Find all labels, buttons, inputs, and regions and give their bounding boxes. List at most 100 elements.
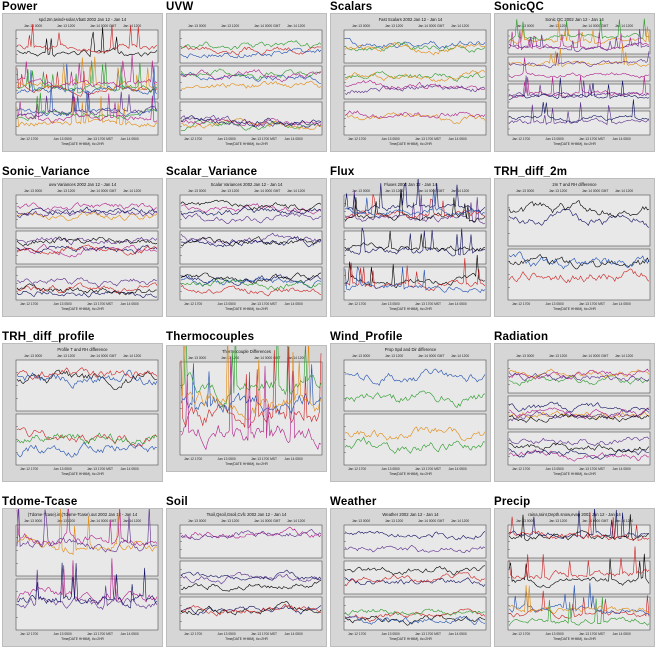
- bottom-time-tick-label: Jan 14 0500: [449, 302, 467, 306]
- plot-figure: 2m T and RH difference Jan 13 0000 Jan 13 …: [507, 182, 651, 311]
- plot-figure: Thermocouple Differences Jan 13 0000 Jan 1…: [179, 346, 323, 466]
- bottom-time-tick-label: Jan 13 0500: [218, 632, 236, 636]
- plot-thumbnail[interactable]: Tsoil,Qsoil,Gsoil,Cvfc 2002 Jan 12 - Jan…: [166, 508, 327, 647]
- x-axis-caption: Time(DATE HHMM), tic=2HR: [389, 637, 432, 641]
- plot-subtitle: Thermocouple Differences: [222, 349, 271, 354]
- plot-thumbnail[interactable]: 2m T and RH difference Jan 13 0000 Jan 13 …: [494, 178, 655, 317]
- plot-subtitle: 2m T and RH difference: [552, 182, 597, 187]
- plot-thumbnail[interactable]: raina,rainr,Depth.snow,evap 2002 Jan 12 …: [494, 508, 655, 647]
- data-trace: [16, 283, 157, 296]
- panel-flux: Flux Fluxes 2002 Jan 12 - Jan 14 Jan 13 00…: [328, 165, 492, 330]
- top-time-tick-label: Jan 14 1200: [451, 189, 469, 193]
- top-time-tick-label: Jan 13 1200: [57, 519, 75, 523]
- top-time-tick-label: Jan 13 1200: [385, 24, 403, 28]
- plot-subtitle: uvw Variances 2002 Jan 12 - Jan 14: [49, 182, 117, 187]
- data-trace: [16, 562, 158, 609]
- x-axis-caption: Time(DATE HHMM), tic=2HR: [389, 142, 432, 146]
- data-trace: [16, 210, 158, 221]
- top-time-tick-label: Jan 13 1200: [549, 519, 567, 523]
- x-axis-caption: Time(DATE HHMM), tic=2HR: [389, 307, 432, 311]
- subplot-frame: [15, 230, 159, 265]
- plot-thumbnail[interactable]: Fast Scalars 2002 Jan 12 - Jan 14 Jan 13 …: [330, 13, 491, 152]
- panel-precip: Precip raina,rainr,Depth.snow,evap 2002 J…: [492, 495, 656, 660]
- top-time-tick-label: Jan 14 1200: [287, 519, 305, 523]
- subplot-frame: [179, 230, 323, 265]
- data-trace: [344, 436, 486, 454]
- subplot-frame: [507, 524, 651, 559]
- panel-title: Scalars: [330, 1, 373, 13]
- top-time-tick-label: Jan 13 0000: [516, 354, 534, 358]
- subplot-frame: [179, 361, 323, 456]
- data-trace: [16, 509, 158, 553]
- bottom-time-tick-label: Jan 14 0500: [121, 137, 139, 141]
- data-trace: [508, 514, 650, 542]
- data-trace: [508, 75, 650, 99]
- panel-wind-profile: Wind_Profile Prop Spd and Dir difference J…: [328, 330, 492, 495]
- x-axis-caption: Time(DATE HHMM), tic=2HR: [61, 472, 104, 476]
- plot-thumbnail[interactable]: Jan 13 0000 Jan 13 1200 Jan 14 0000 GMT Jan…: [166, 13, 327, 152]
- top-time-tick-label: Jan 14 0000 GMT: [582, 189, 608, 193]
- top-time-tick-label: Jan 14 1200: [451, 24, 469, 28]
- plot-subtitle: Fast Scalars 2002 Jan 12 - Jan 14: [379, 17, 443, 22]
- x-axis-caption: Time(DATE HHMM), tic=2HR: [553, 637, 596, 641]
- top-time-tick-label: Jan 13 1200: [385, 189, 403, 193]
- data-trace: [508, 251, 650, 270]
- data-trace: [16, 369, 158, 390]
- data-trace: [508, 597, 650, 626]
- data-trace: [508, 553, 650, 589]
- data-trace: [344, 227, 486, 257]
- data-trace: [180, 40, 322, 51]
- data-trace: [344, 266, 486, 293]
- plot-thumbnail[interactable]: Weather 2002 Jan 12 - Jan 14 Jan 13 0000 J…: [330, 508, 491, 647]
- top-time-tick-label: Jan 14 0000 GMT: [254, 519, 280, 523]
- panel-tdome-tcase: Tdome-Tcase (Tdome-Tcase).in,(Tdome-Tcase…: [0, 495, 164, 660]
- plot-thumbnail[interactable]: uvw Variances 2002 Jan 12 - Jan 14 Jan 13…: [2, 178, 163, 317]
- data-trace: [16, 282, 158, 294]
- plot-subtitle: Profile T and RH difference: [57, 347, 108, 352]
- top-time-tick-label: Jan 14 0000 GMT: [582, 354, 608, 358]
- data-trace: [508, 512, 650, 542]
- plot-thumbnail[interactable]: spd.2m,twind+solar,Vbatt 2002 Jan 12 - J…: [2, 13, 163, 152]
- top-time-tick-label: Jan 13 0000: [24, 519, 42, 523]
- data-trace: [180, 569, 322, 581]
- bottom-time-tick-label: Jan 12 1700: [348, 302, 366, 306]
- top-time-tick-label: Jan 14 0000 GMT: [90, 24, 116, 28]
- data-trace: [16, 91, 158, 118]
- data-trace: [16, 60, 158, 94]
- panel-power: Power spd.2m,twind+solar,Vbatt 2002 Jan 1…: [0, 0, 164, 165]
- bottom-time-tick-label: Jan 14 0500: [285, 137, 303, 141]
- bottom-time-tick-label: Jan 13 0500: [54, 302, 72, 306]
- panel-title: Precip: [494, 496, 531, 508]
- data-trace: [16, 84, 158, 117]
- plot-thumbnail[interactable]: Prop Spd and Dir difference Jan 13 0000 Ja…: [330, 343, 491, 482]
- plot-thumbnail[interactable]: Scalar Variances 2002 Jan 12 - Jan 14 Jan…: [166, 178, 327, 317]
- bottom-time-tick-label: Jan 14 0500: [285, 457, 303, 461]
- top-time-tick-label: Jan 13 0000: [24, 24, 42, 28]
- plot-thumbnail[interactable]: Sonic QC 2002 Jan 12 - Jan 14 Jan 13 0000…: [494, 13, 655, 152]
- bottom-time-tick-label: Jan 13 0500: [54, 632, 72, 636]
- bottom-time-tick-label: Jan 13 0500: [54, 467, 72, 471]
- plot-thumbnail[interactable]: (Tdome-Tcase).in,(Tdome-Tcase).out 2002 …: [2, 508, 163, 647]
- plot-thumbnail[interactable]: Fluxes 2002 Jan 12 - Jan 14 Jan 13 0000 Ja…: [330, 178, 491, 317]
- data-trace: [508, 585, 650, 615]
- data-trace: [344, 257, 486, 292]
- plot-thumbnail[interactable]: Jan 13 0000 Jan 13 1200 Jan 14 0000 GMT Jan…: [494, 343, 655, 482]
- data-trace: [344, 390, 486, 408]
- top-time-tick-label: Jan 14 1200: [451, 354, 469, 358]
- top-time-tick-label: Jan 14 0000 GMT: [418, 354, 444, 358]
- top-time-tick-label: Jan 14 0000 GMT: [90, 189, 116, 193]
- panel-title: TRH_diff_2m: [494, 166, 568, 178]
- top-time-tick-label: Jan 14 0000 GMT: [90, 354, 116, 358]
- x-axis-caption: Time(DATE HHMM), tic=2HR: [553, 307, 596, 311]
- data-trace: [16, 509, 158, 547]
- data-trace: [508, 29, 650, 51]
- panel-trh-diff-profile: TRH_diff_profile Profile T and RH differe…: [0, 330, 164, 495]
- data-trace: [508, 409, 650, 422]
- bottom-time-tick-label: Jan 13 1700 MST: [87, 302, 113, 306]
- bottom-time-tick-label: Jan 14 0500: [613, 632, 631, 636]
- top-time-tick-label: Jan 13 0000: [516, 519, 534, 523]
- data-trace: [16, 24, 158, 54]
- plot-thumbnail[interactable]: Profile T and RH difference Jan 13 0000 Ja…: [2, 343, 163, 482]
- plot-thumbnail[interactable]: Thermocouple Differences Jan 13 0000 Jan 1…: [166, 345, 327, 472]
- panel-title: Tdome-Tcase: [2, 496, 78, 508]
